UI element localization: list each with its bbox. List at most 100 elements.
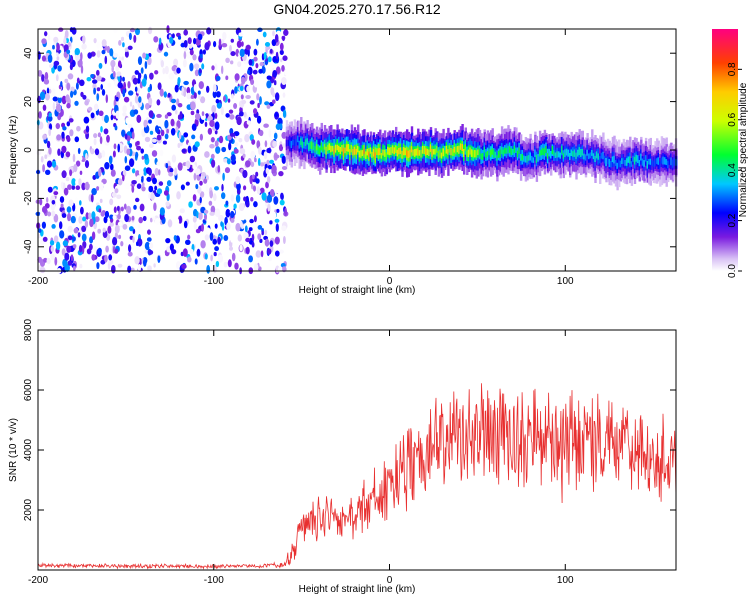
noise-cell (124, 156, 128, 164)
noise-cell (138, 102, 141, 108)
noise-cell (275, 51, 279, 60)
signal-cell (413, 149, 417, 157)
noise-cell (139, 203, 145, 212)
signal-cell (390, 147, 393, 155)
noise-cell (237, 234, 242, 242)
noise-cell (138, 168, 144, 177)
noise-cell (48, 128, 52, 137)
noise-cell (94, 216, 100, 223)
signal-cell (564, 149, 567, 158)
noise-cell (162, 67, 166, 75)
noise-cell (153, 202, 157, 211)
signal-cell (458, 145, 461, 154)
signal-cell (345, 144, 349, 152)
noise-cell (120, 36, 125, 42)
noise-cell (169, 167, 174, 173)
noise-cell (268, 128, 272, 138)
noise-cell (269, 159, 274, 164)
signal-cell (538, 150, 542, 157)
noise-cell (134, 256, 140, 265)
noise-cell (229, 132, 236, 137)
noise-cell (233, 148, 239, 154)
noise-cell (77, 232, 81, 238)
noise-cell (267, 176, 271, 184)
noise-cell (200, 96, 206, 104)
signal-cell (512, 149, 515, 156)
noise-cell (274, 236, 280, 245)
signal-cell (616, 162, 619, 169)
noise-cell (218, 38, 222, 48)
colorbar-ticks: 0.0 0.2 0.4 0.6 0.8 (727, 62, 742, 278)
noise-cell (158, 169, 161, 176)
noise-cell (256, 115, 262, 124)
signal-cell (507, 145, 510, 154)
noise-cell (239, 148, 246, 155)
noise-cell (161, 251, 165, 258)
noise-cell (268, 256, 272, 262)
noise-cell (117, 75, 121, 83)
signal-cell (358, 150, 361, 158)
noise-cell (275, 186, 281, 194)
noise-cell (279, 199, 285, 206)
noise-cell (243, 196, 247, 202)
signal-cell (417, 148, 420, 156)
noise-cell (185, 239, 191, 245)
signal-cell (624, 160, 627, 166)
noise-cell (163, 91, 167, 98)
noise-cell (91, 188, 97, 196)
noise-cell (122, 112, 127, 117)
signal-cell (290, 140, 293, 148)
noise-cell (264, 42, 271, 47)
signal-cell (463, 149, 466, 157)
noise-cell (156, 188, 163, 195)
noise-cell (247, 69, 251, 75)
noise-cell (96, 93, 99, 102)
signal-cell (415, 148, 418, 156)
noise-cell (46, 87, 50, 95)
signal-cell (429, 144, 433, 152)
noise-cell (136, 183, 142, 189)
noise-cell (96, 75, 102, 82)
noise-cell (117, 60, 122, 68)
noise-cell (238, 111, 244, 117)
noise-cell (67, 235, 73, 241)
signal-cell (654, 158, 657, 166)
noise-cell (212, 90, 217, 99)
noise-cell (126, 205, 132, 215)
noise-cell (264, 229, 268, 236)
noise-cell (122, 174, 125, 182)
noise-cell (117, 143, 120, 153)
colorbar-label: Normalized spectral amplitude (738, 82, 749, 217)
noise-cell (80, 52, 83, 61)
signal-cell (633, 156, 637, 165)
signal-cell (508, 146, 512, 153)
noise-cell (60, 81, 63, 88)
noise-cell (170, 98, 177, 104)
noise-cell (187, 142, 192, 148)
noise-cell (279, 123, 283, 130)
signal-cell (635, 154, 638, 162)
noise-cell (255, 250, 262, 258)
y-tick-label: 8000 (23, 318, 34, 341)
noise-cell (223, 158, 229, 163)
noise-cell (111, 192, 117, 198)
noise-cell (186, 86, 191, 95)
noise-cell (79, 170, 83, 175)
noise-cell (122, 42, 125, 48)
noise-cell (70, 86, 75, 92)
noise-cell (177, 143, 181, 148)
noise-cell (76, 120, 82, 126)
noise-cell (178, 131, 182, 140)
noise-cell (93, 138, 97, 146)
noise-cell (132, 77, 138, 85)
noise-cell (261, 230, 265, 236)
noise-cell (106, 134, 110, 143)
noise-cell (187, 234, 191, 240)
noise-cell (114, 248, 119, 254)
noise-cell (282, 36, 285, 42)
noise-cell (201, 63, 205, 70)
noise-cell (125, 243, 128, 248)
noise-cell (283, 29, 289, 36)
signal-cell (418, 150, 422, 156)
noise-cell (101, 39, 107, 47)
